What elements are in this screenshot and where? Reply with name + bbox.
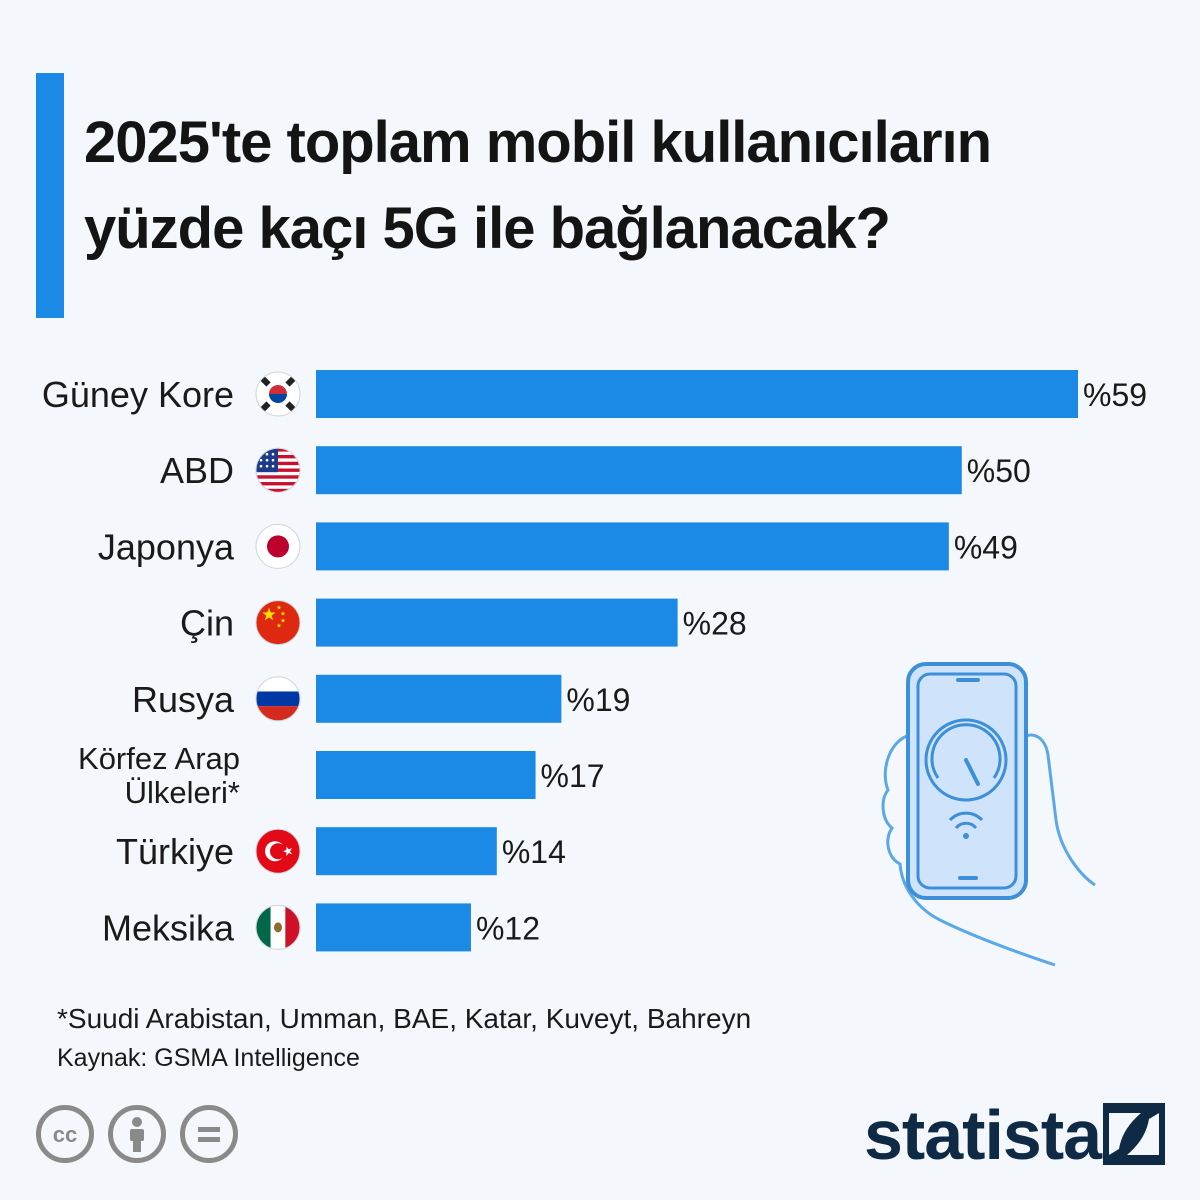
statista-logo-icon [1103,1103,1165,1165]
category-label-6: Türkiye [116,831,234,872]
value-label-5: %17 [541,758,605,794]
chart-title-line-2: yüzde kaçı 5G ile bağlanacak? [84,196,891,261]
category-label-7: Meksika [102,907,235,948]
category-label-4: Rusya [132,679,235,720]
japan-flag-icon [255,523,301,569]
category-label-3: Çin [180,603,234,644]
chart-title-line-1: 2025'te toplam mobil kullanıcıların [84,110,992,175]
value-label-3: %28 [683,606,747,642]
cc-icon: cc [36,1105,94,1163]
category-label-2: Japonya [98,526,235,567]
usa-flag-icon [255,447,301,493]
south-korea-flag-icon [255,371,301,417]
title-accent-bar [36,73,64,318]
footnote: *Suudi Arabistan, Umman, BAE, Katar, Kuv… [57,1003,752,1034]
bar-3 [316,598,678,647]
attribution-icon [108,1105,166,1163]
value-label-2: %49 [954,529,1018,565]
value-label-7: %12 [476,910,540,946]
bar-4 [316,674,562,723]
bar-2 [316,522,949,571]
source-note: Kaynak: GSMA Intelligence [57,1044,360,1072]
phone-speedometer-icon [881,662,1096,967]
category-label-1: ABD [160,450,234,491]
no-derivatives-icon [180,1105,238,1163]
china-flag-icon [255,600,301,646]
bar-6 [316,827,497,876]
bar-1 [316,446,962,495]
bar-5 [316,751,536,799]
bar-7 [316,903,471,952]
statista-logo-text: statista [864,1096,1102,1174]
value-label-0: %59 [1083,377,1147,413]
category-label-0: Güney Kore [42,374,234,415]
value-label-6: %14 [502,834,566,870]
category-label-5: Körfez Arap Ülkeleri* [78,741,240,810]
bar-0 [316,370,1078,418]
mexico-flag-icon [255,904,301,950]
turkey-flag-icon [255,828,301,874]
value-label-1: %50 [967,453,1031,489]
russia-flag-icon [255,676,301,722]
chart-title: 2025'te toplam mobil kullanıcıların yüzd… [84,100,1194,272]
svg-text:cc: cc [53,1122,77,1147]
value-label-4: %19 [566,682,630,718]
